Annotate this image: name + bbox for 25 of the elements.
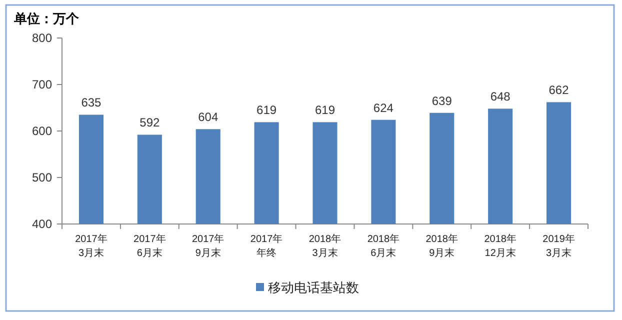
data-label: 619: [314, 103, 336, 118]
x-tick-label: 2018年6月末: [367, 233, 400, 259]
data-label: 648: [490, 90, 511, 104]
x-tick-label: 2018年12月末: [484, 233, 516, 259]
x-tick-label: 2018年9月末: [426, 233, 458, 259]
data-label: 662: [548, 83, 570, 98]
data-label: 624: [373, 100, 394, 115]
x-tick-label: 2017年6月末: [134, 233, 166, 259]
x-tick-label: 2017年3月末: [75, 233, 108, 259]
y-axis-title: 单位：万个: [13, 11, 80, 26]
x-tick-label: 2018年3月末: [308, 233, 342, 259]
y-tick-label: 800: [32, 31, 52, 45]
y-tick-label: 700: [32, 78, 52, 92]
y-tick-label: 600: [32, 124, 52, 138]
data-label: 604: [198, 110, 218, 124]
data-label: 639: [432, 94, 452, 108]
legend-label: 移动电话基站数: [268, 280, 359, 295]
y-tick-label: 400: [32, 217, 52, 231]
x-tick-label: 2019年3月末: [542, 233, 575, 259]
x-tick-label: 2017年年终: [250, 233, 283, 259]
data-label: 592: [140, 116, 160, 130]
data-label: 635: [81, 96, 102, 110]
y-tick-label: 500: [32, 170, 52, 184]
data-label: 619: [256, 103, 277, 118]
x-tick-label: 2017年9月末: [192, 233, 224, 259]
